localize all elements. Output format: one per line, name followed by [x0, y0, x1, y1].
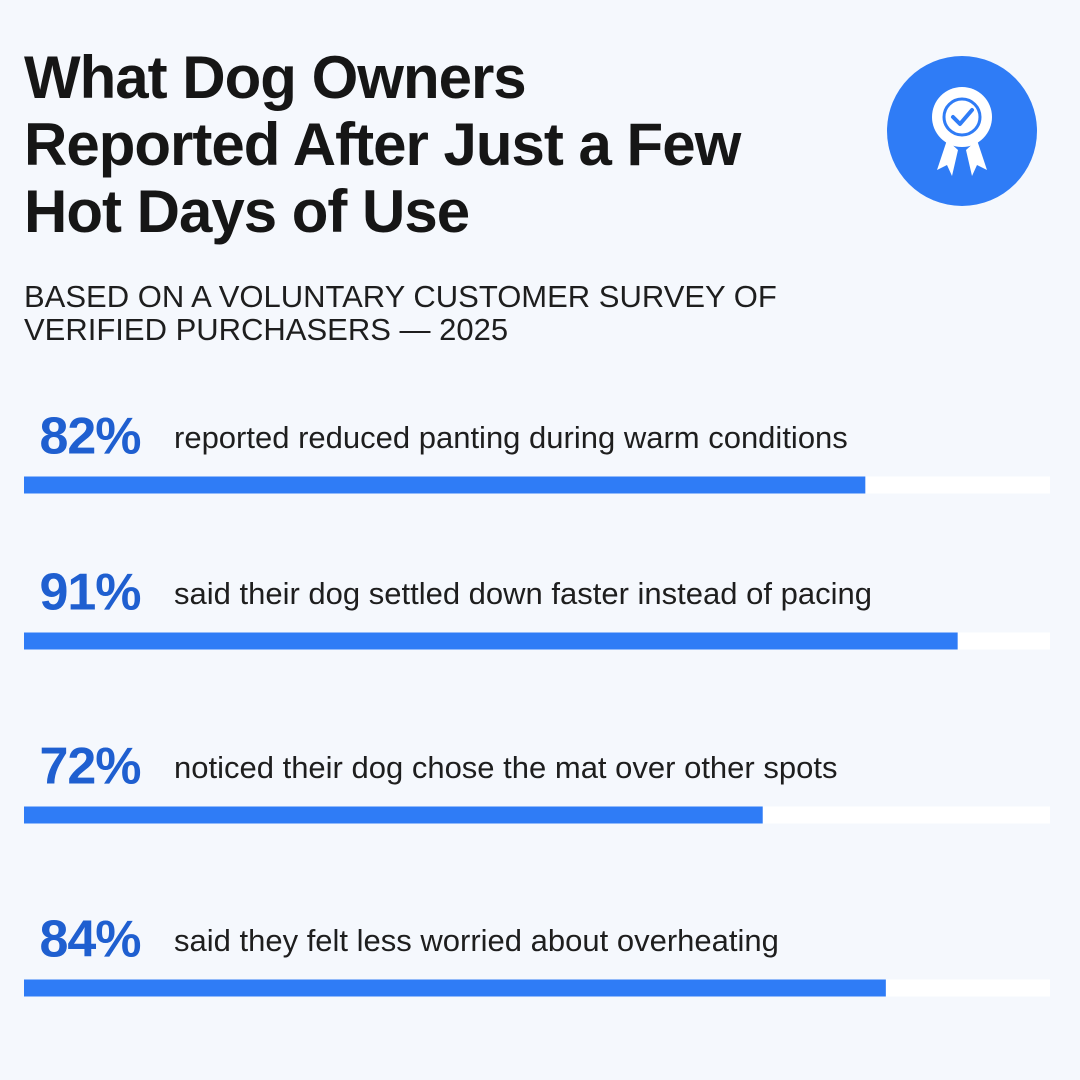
chart-subtitle: BASED ON A VOLUNTARY CUSTOMER SURVEY OF …: [24, 279, 777, 347]
chart-title: What Dog Owners Reported After Just a Fe…: [24, 44, 741, 245]
bar: [24, 476, 866, 494]
category-label: said their dog settled down faster inste…: [174, 576, 872, 611]
bar: [24, 979, 886, 997]
value-label: 91%: [39, 564, 140, 622]
category-label: reported reduced panting during warm con…: [174, 420, 848, 455]
category-label: noticed their dog chose the mat over oth…: [174, 750, 837, 785]
category-label: said they felt less worried about overhe…: [174, 923, 779, 958]
bar: [24, 806, 763, 824]
value-label: 82%: [39, 408, 140, 466]
bar: [24, 632, 958, 650]
badge-icon: [887, 56, 1037, 206]
value-label: 84%: [39, 911, 140, 969]
value-label: 72%: [39, 738, 140, 796]
